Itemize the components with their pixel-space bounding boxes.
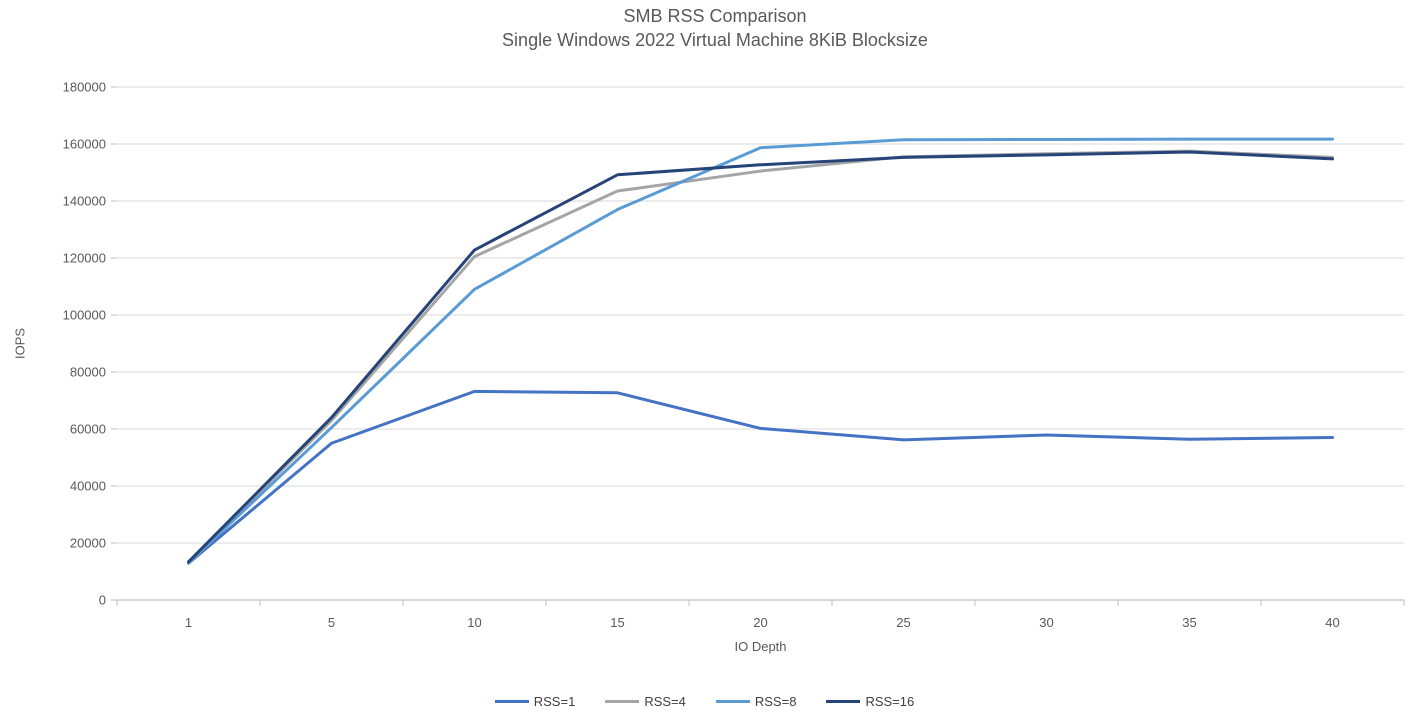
y-tick-label: 140000 bbox=[63, 194, 106, 209]
chart-title: SMB RSS Comparison bbox=[623, 6, 807, 26]
legend-swatch bbox=[605, 700, 640, 703]
legend-label: RSS=4 bbox=[644, 694, 686, 709]
legend-label: RSS=1 bbox=[533, 694, 576, 709]
legend-item: RSS=16 bbox=[826, 694, 914, 709]
series-line-RSS=8 bbox=[187, 137, 1334, 565]
y-tick-label: 60000 bbox=[70, 422, 106, 437]
legend-label: RSS=16 bbox=[865, 694, 915, 709]
x-tick-label: 10 bbox=[467, 615, 481, 630]
chart-subtitle: Single Windows 2022 Virtual Machine 8KiB… bbox=[502, 30, 928, 51]
legend-item: RSS=4 bbox=[605, 694, 686, 709]
series-line-RSS=16 bbox=[187, 150, 1334, 564]
x-tick-label: 1 bbox=[185, 615, 192, 630]
chart-title-block: SMB RSS Comparison Single Windows 2022 V… bbox=[30, 4, 1400, 53]
x-tick-label: 20 bbox=[753, 615, 767, 630]
legend-swatch bbox=[826, 700, 861, 703]
y-tick-label: 0 bbox=[99, 593, 106, 608]
legend-swatch bbox=[715, 700, 750, 703]
y-tick-label: 20000 bbox=[70, 536, 106, 551]
y-axis-title: IOPS bbox=[12, 327, 28, 360]
series-line-RSS=4 bbox=[187, 149, 1334, 565]
y-tick-label: 40000 bbox=[70, 479, 106, 494]
legend-swatch bbox=[494, 700, 529, 703]
x-tick-label: 5 bbox=[328, 615, 335, 630]
legend-item: RSS=1 bbox=[494, 694, 576, 709]
legend-label: RSS=8 bbox=[754, 694, 797, 709]
x-axis-title: IO Depth bbox=[734, 639, 787, 654]
y-tick-label: 180000 bbox=[63, 80, 106, 95]
x-tick-label: 15 bbox=[610, 615, 624, 630]
y-tick-label: 100000 bbox=[63, 308, 106, 323]
y-tick-label: 160000 bbox=[63, 137, 106, 152]
y-tick-label: 80000 bbox=[70, 365, 106, 380]
x-tick-label: 30 bbox=[1039, 615, 1053, 630]
x-tick-label: 35 bbox=[1182, 615, 1196, 630]
legend-item: RSS=8 bbox=[715, 694, 797, 709]
y-tick-label: 120000 bbox=[63, 251, 106, 266]
chart-legend: RSS=1 RSS=4 RSS=8 RSS=16 bbox=[0, 694, 1409, 709]
x-tick-label: 40 bbox=[1325, 615, 1339, 630]
series-line-RSS=1 bbox=[187, 389, 1334, 565]
x-tick-label: 25 bbox=[896, 615, 910, 630]
